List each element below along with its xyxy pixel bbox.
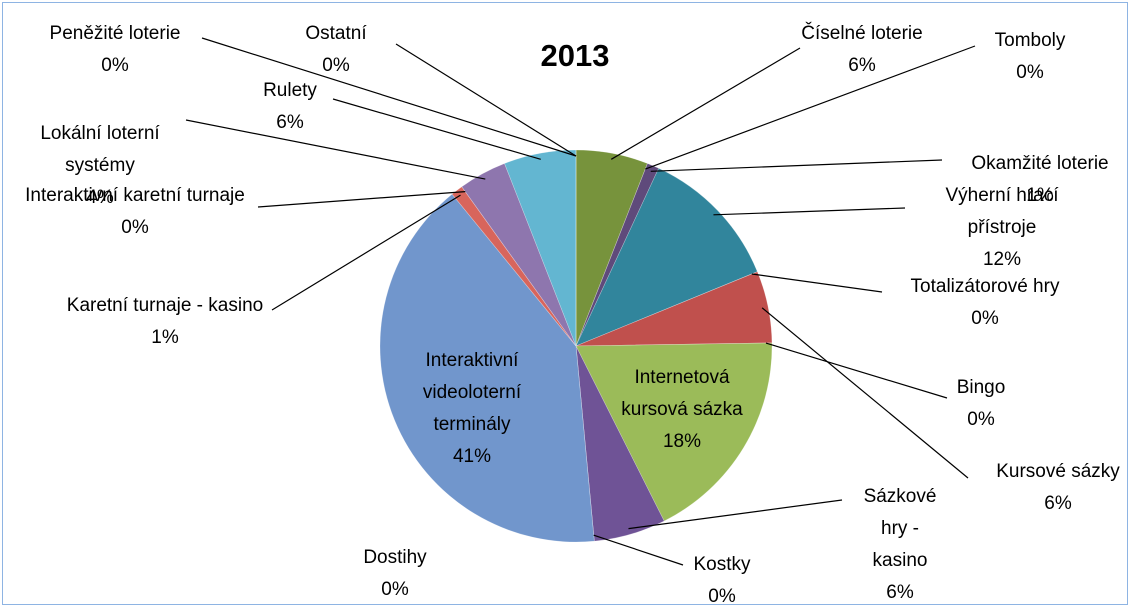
data-label: Kursové sázky 6%: [996, 456, 1120, 520]
leader-line: [645, 45, 976, 170]
pie-slice: [504, 149, 577, 347]
leader-line: [271, 194, 461, 311]
data-label: Interaktivní karetní turnaje 0%: [5, 180, 265, 244]
leader-line: [628, 499, 843, 530]
data-label: Sázkové hry - kasino 6%: [855, 481, 945, 609]
value-label: 41%: [452, 446, 492, 467]
data-label: Dostihy 0%: [363, 542, 426, 606]
category-name: Kursové sázky: [996, 461, 1120, 482]
pie-slice: [575, 167, 758, 347]
value-label: 0%: [967, 409, 995, 430]
value-label: 6%: [848, 55, 876, 76]
category-name: Tomboly: [994, 30, 1066, 51]
value-label: 6%: [886, 582, 914, 603]
category-name: Kostky: [693, 554, 751, 575]
value-label: 18%: [662, 431, 702, 452]
leader-line: [593, 534, 684, 566]
value-label: 12%: [982, 249, 1022, 270]
data-label: Totalizátorové hry 0%: [911, 271, 1060, 335]
leader-line: [201, 37, 577, 157]
chart-title: 2013: [540, 38, 610, 73]
value-label: 1%: [151, 327, 179, 348]
category-name: Interaktivní videoloterní terminály: [422, 350, 522, 435]
value-label: 1%: [1026, 185, 1054, 206]
pie-slice: [575, 345, 665, 542]
category-name: Ostatní: [305, 23, 367, 44]
category-name: Totalizátorové hry: [910, 276, 1060, 297]
value-label: 0%: [121, 217, 149, 238]
leader-line: [395, 43, 577, 157]
category-name: Lokální loterní systémy: [40, 123, 160, 176]
pie-slice: [379, 193, 595, 543]
data-label: Bingo 0%: [957, 372, 1006, 436]
category-name: Okamžité loterie: [971, 153, 1109, 174]
value-label: 0%: [322, 55, 350, 76]
data-label: Okamžité loterie 1%: [971, 148, 1108, 212]
data-label: Peněžité loterie 0%: [50, 18, 181, 82]
leader-line: [751, 273, 883, 293]
data-label: Rulety 6%: [263, 75, 317, 139]
category-name: Rulety: [263, 80, 317, 101]
value-label: 4%: [86, 187, 114, 208]
value-label: 0%: [708, 586, 736, 607]
leader-line: [610, 47, 801, 160]
category-name: Číselné loterie: [801, 23, 923, 44]
pie-slice: [461, 163, 577, 347]
pie-slice: [575, 149, 648, 347]
leader-line: [650, 159, 943, 172]
value-label: 6%: [1044, 493, 1072, 514]
leader-line: [761, 307, 969, 479]
leader-line: [257, 190, 466, 208]
category-name: Sázkové hry - kasino: [863, 486, 937, 571]
category-name: Bingo: [956, 377, 1006, 398]
category-name: Výherní hrací přístroje: [945, 185, 1059, 238]
data-label: Ostatní 0%: [305, 18, 366, 82]
category-name: Interaktivní karetní turnaje: [25, 185, 245, 206]
data-label: Internetová kursová sázka 18%: [620, 362, 745, 458]
data-label: Kostky 0%: [693, 549, 750, 609]
value-label: 6%: [276, 112, 304, 133]
value-label: 0%: [1016, 62, 1044, 83]
leader-line: [765, 342, 948, 399]
category-name: Peněžité loterie: [49, 23, 181, 44]
category-name: Karetní turnaje - kasino: [66, 295, 264, 316]
data-label: Karetní turnaje - kasino 1%: [50, 290, 280, 354]
value-label: 0%: [971, 308, 999, 329]
data-label: Číselné loterie 6%: [801, 18, 922, 82]
category-name: Internetová kursová sázka: [621, 367, 743, 420]
leader-line: [185, 119, 486, 180]
data-label: Lokální loterní systémy 4%: [10, 118, 190, 214]
pie-slice: [575, 342, 773, 522]
data-label: Tomboly 0%: [995, 25, 1066, 89]
pie-slice: [451, 186, 577, 347]
data-label: Interaktivní videoloterní terminály 41%: [387, 345, 557, 473]
value-label: 0%: [101, 55, 129, 76]
pie-slice: [575, 271, 773, 347]
leader-line: [713, 207, 906, 216]
category-name: Dostihy: [363, 547, 427, 568]
leader-line: [332, 98, 541, 160]
value-label: 0%: [381, 579, 409, 600]
data-label: Výherní hrací přístroje 12%: [917, 180, 1087, 276]
